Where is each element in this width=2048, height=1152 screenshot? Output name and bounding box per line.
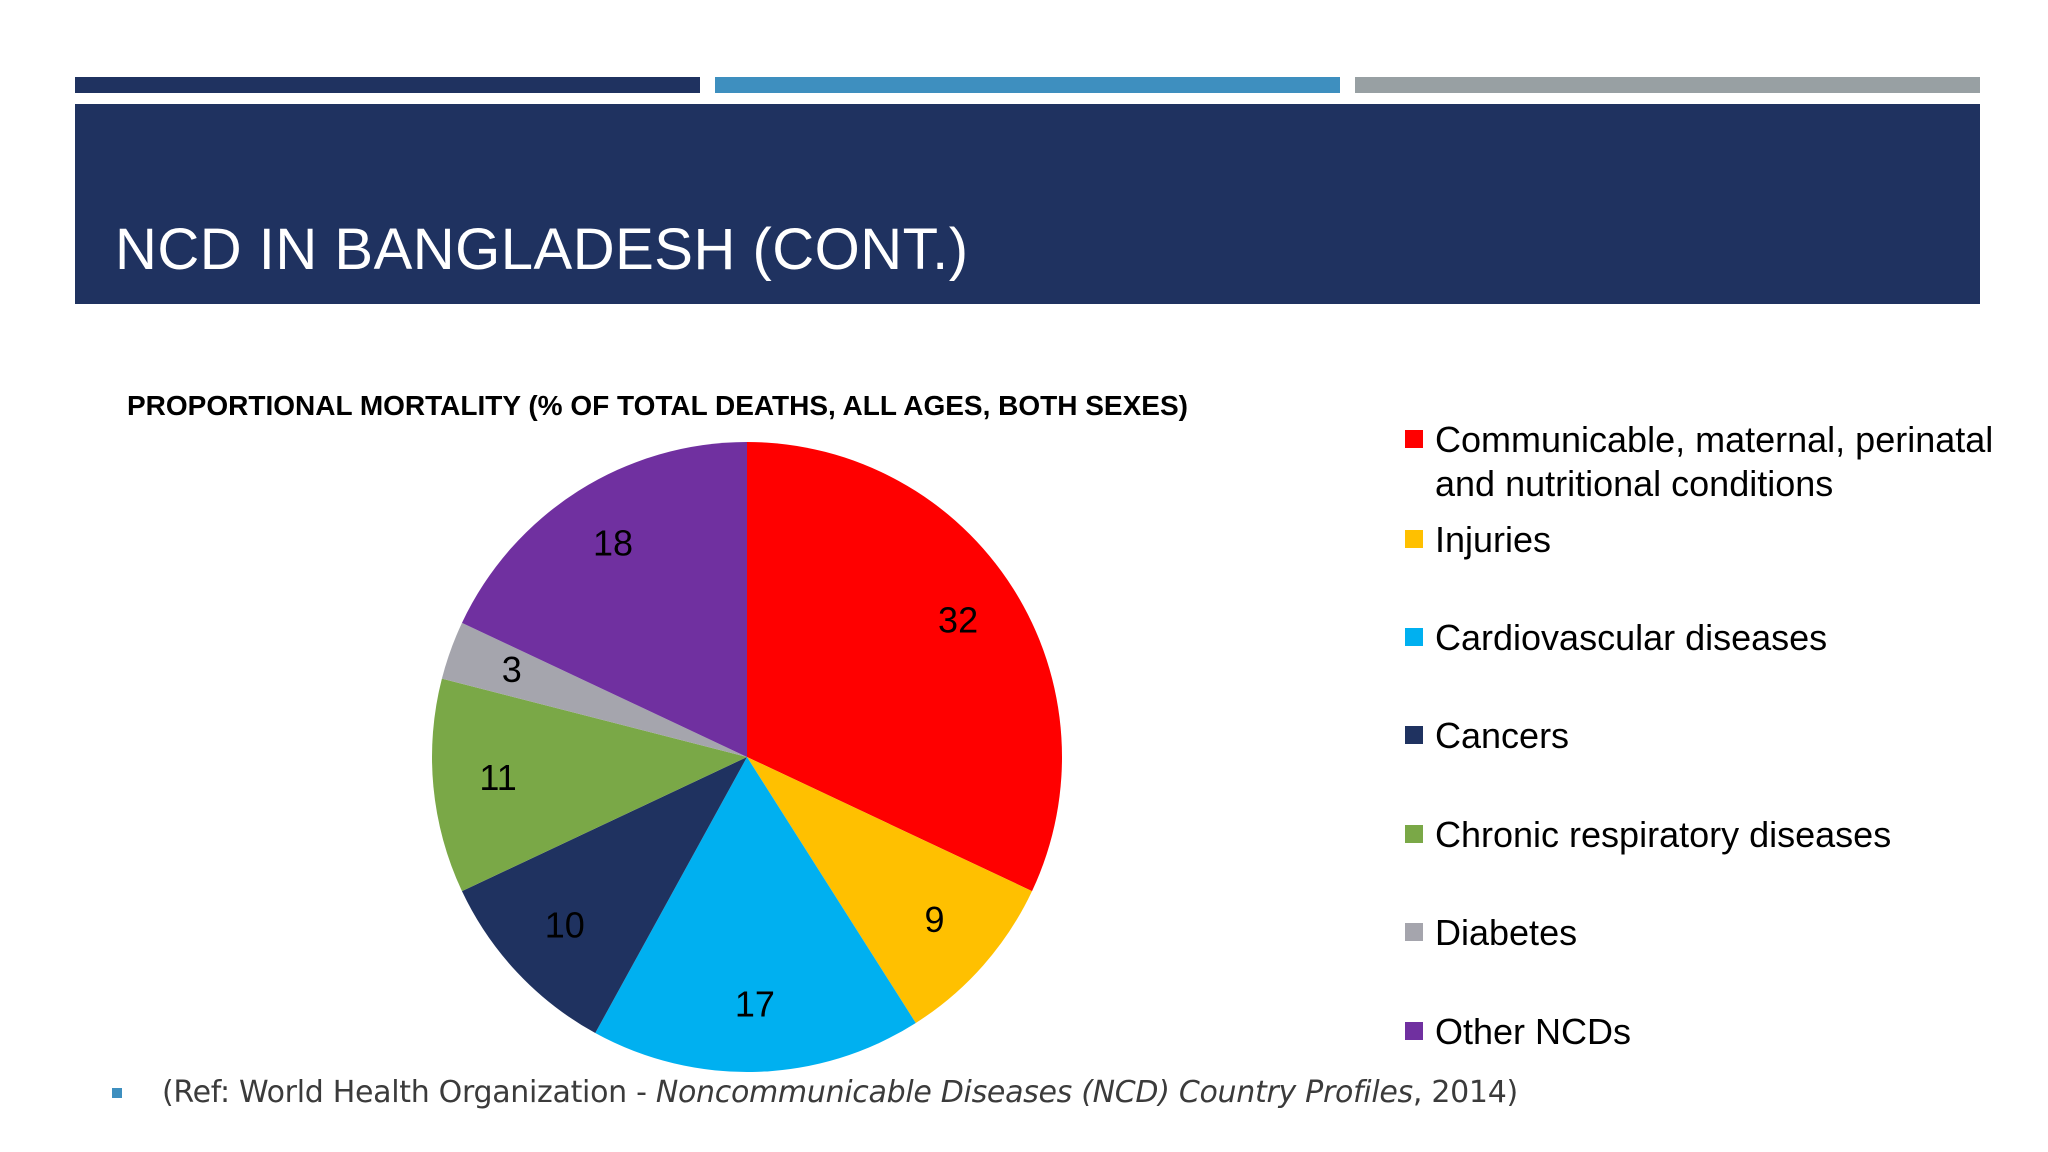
bullet-icon bbox=[112, 1087, 122, 1098]
legend-label: Cancers bbox=[1435, 715, 1570, 756]
data-label-other-ncds: 18 bbox=[593, 522, 633, 563]
legend-label: Injuries bbox=[1435, 519, 1552, 560]
legend-swatch bbox=[1405, 1022, 1423, 1040]
reference-source-title: Noncommunicable Diseases (NCD) Country P… bbox=[655, 1075, 1413, 1110]
accent-bar-dark bbox=[75, 77, 700, 93]
legend-item-chronic-respiratory-diseases: Chronic respiratory diseases bbox=[1405, 813, 2035, 857]
pie-slice-diabetes bbox=[441, 622, 747, 757]
pie-slice-injuries bbox=[747, 757, 1033, 1023]
legend-label: Communicable, maternal, perinatal and nu… bbox=[1435, 419, 1994, 504]
data-label-cancers: 10 bbox=[545, 905, 585, 946]
accent-bar-blue bbox=[715, 77, 1340, 93]
legend-item-cardiovascular-diseases: Cardiovascular diseases bbox=[1405, 616, 2035, 660]
data-label-cardiovascular-diseases: 17 bbox=[735, 983, 775, 1024]
data-label-chronic-respiratory-diseases: 11 bbox=[479, 757, 516, 798]
pie-chart: 32 9 17 10 11 3 18 bbox=[432, 442, 1062, 1072]
legend-swatch bbox=[1405, 726, 1423, 744]
accent-bar-gray bbox=[1355, 77, 1980, 93]
pie-slice-cardiovascular-diseases bbox=[595, 757, 916, 1072]
legend-item-cancers: Cancers bbox=[1405, 714, 2035, 758]
pie-slice-cancers bbox=[461, 757, 747, 1034]
title-band: NCD IN BANGLADESH (CONT.) bbox=[75, 104, 1980, 304]
pie-slice-other-ncds bbox=[461, 442, 747, 757]
data-label-injuries: 9 bbox=[925, 899, 945, 940]
pie-slice-communicable-maternal-perinatal-and-nutritional-conditions bbox=[747, 442, 1062, 892]
legend-label: Diabetes bbox=[1435, 912, 1578, 953]
legend-item-injuries: Injuries bbox=[1405, 518, 2035, 562]
legend-item-other-ncds: Other NCDs bbox=[1405, 1010, 2035, 1054]
legend-swatch bbox=[1405, 923, 1423, 941]
legend-label: Chronic respiratory diseases bbox=[1435, 814, 1892, 855]
data-label-diabetes: 3 bbox=[502, 649, 522, 690]
reference-suffix: , 2014) bbox=[1412, 1075, 1518, 1110]
legend-swatch bbox=[1405, 825, 1423, 843]
legend-item-communicable-maternal-perinatal-and-nutritional-conditions: Communicable, maternal, perinatal and nu… bbox=[1405, 418, 2035, 506]
slide-title: NCD IN BANGLADESH (CONT.) bbox=[115, 217, 969, 282]
legend-label: Other NCDs bbox=[1435, 1011, 1632, 1052]
legend-label: Cardiovascular diseases bbox=[1435, 617, 1828, 658]
data-label-communicable-maternal-perinatal-and-nutritional-conditions: 32 bbox=[938, 600, 978, 641]
legend-swatch bbox=[1405, 430, 1423, 448]
pie-slice-chronic-respiratory-diseases bbox=[432, 678, 747, 892]
chart-title: PROPORTIONAL MORTALITY (% OF TOTAL DEATH… bbox=[127, 390, 1188, 421]
reference-text: (Ref: World Health Organization - Noncom… bbox=[162, 1075, 1518, 1110]
reference-note: (Ref: World Health Organization - Noncom… bbox=[112, 1075, 1518, 1110]
legend-swatch bbox=[1405, 530, 1423, 548]
legend-swatch bbox=[1405, 628, 1423, 646]
reference-prefix: (Ref: World Health Organization - bbox=[162, 1075, 656, 1110]
legend-item-diabetes: Diabetes bbox=[1405, 911, 2035, 955]
